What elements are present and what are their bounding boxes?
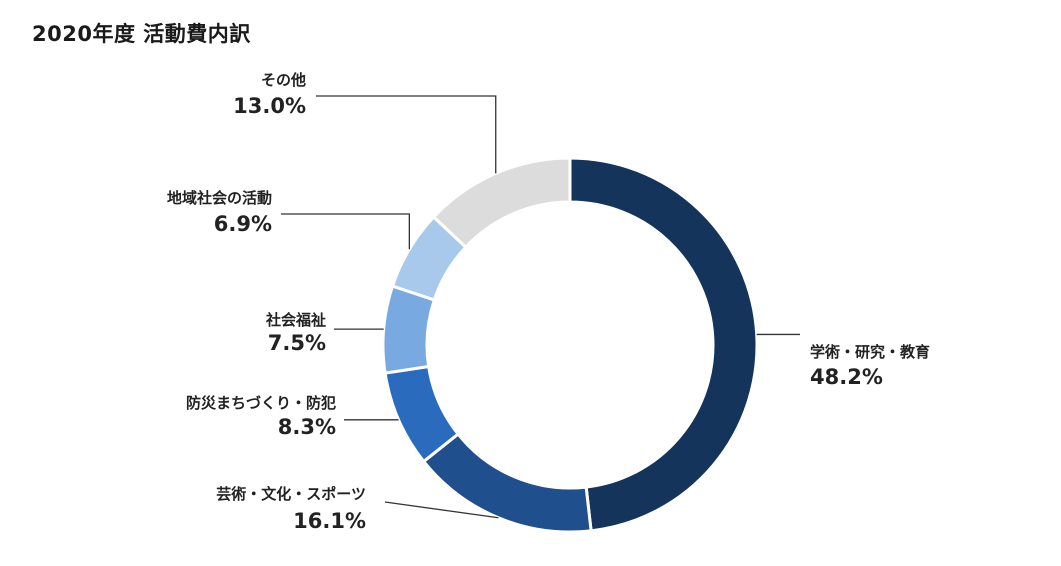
donut-slice-4 xyxy=(381,284,437,375)
slice-label-2: 芸術・文化・スポーツ xyxy=(216,485,366,503)
leader-line-2 xyxy=(384,501,499,519)
slice-value-2: 16.1% xyxy=(293,509,366,533)
slice-label-3: 防災まちづくり・防犯 xyxy=(186,394,336,412)
slice-value-4: 7.5% xyxy=(268,331,326,355)
leader-line-6 xyxy=(316,95,497,174)
slice-label-5: 地域社会の活動 xyxy=(167,189,272,207)
donut-slices xyxy=(381,156,759,534)
slice-label-1: 学術・研究・教育 xyxy=(810,343,930,361)
leader-lines xyxy=(281,95,800,519)
donut-slice-6 xyxy=(431,156,572,250)
slice-value-1: 48.2% xyxy=(810,365,883,389)
slice-labels: 学術・研究・教育 48.2% 芸術・文化・スポーツ 16.1% 防災まちづくり・防犯 8.… xyxy=(167,71,930,533)
slice-value-3: 8.3% xyxy=(278,415,336,439)
slice-label-4: 社会福祉 xyxy=(265,311,326,329)
donut-slice-2 xyxy=(421,431,593,534)
slice-label-6: その他 xyxy=(261,71,306,89)
chart-title: 2020年度 活動費内訳 xyxy=(32,22,251,46)
donut-slice-1 xyxy=(568,156,759,533)
slice-value-6: 13.0% xyxy=(233,94,306,118)
slice-value-5: 6.9% xyxy=(214,212,272,236)
leader-line-5 xyxy=(281,213,410,250)
